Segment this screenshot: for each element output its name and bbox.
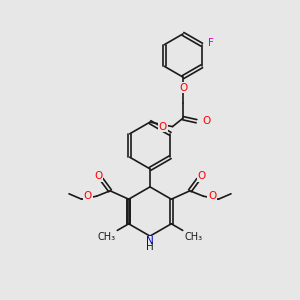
- Text: CH₃: CH₃: [98, 232, 116, 242]
- Text: O: O: [208, 191, 216, 201]
- Text: O: O: [84, 191, 92, 201]
- Text: F: F: [208, 38, 214, 48]
- Text: N: N: [146, 236, 154, 247]
- Text: O: O: [159, 122, 167, 132]
- Text: H: H: [146, 242, 154, 253]
- Text: O: O: [202, 116, 210, 126]
- Text: O: O: [94, 171, 103, 182]
- Text: O: O: [179, 82, 187, 93]
- Text: O: O: [197, 171, 206, 182]
- Text: CH₃: CH₃: [184, 232, 202, 242]
